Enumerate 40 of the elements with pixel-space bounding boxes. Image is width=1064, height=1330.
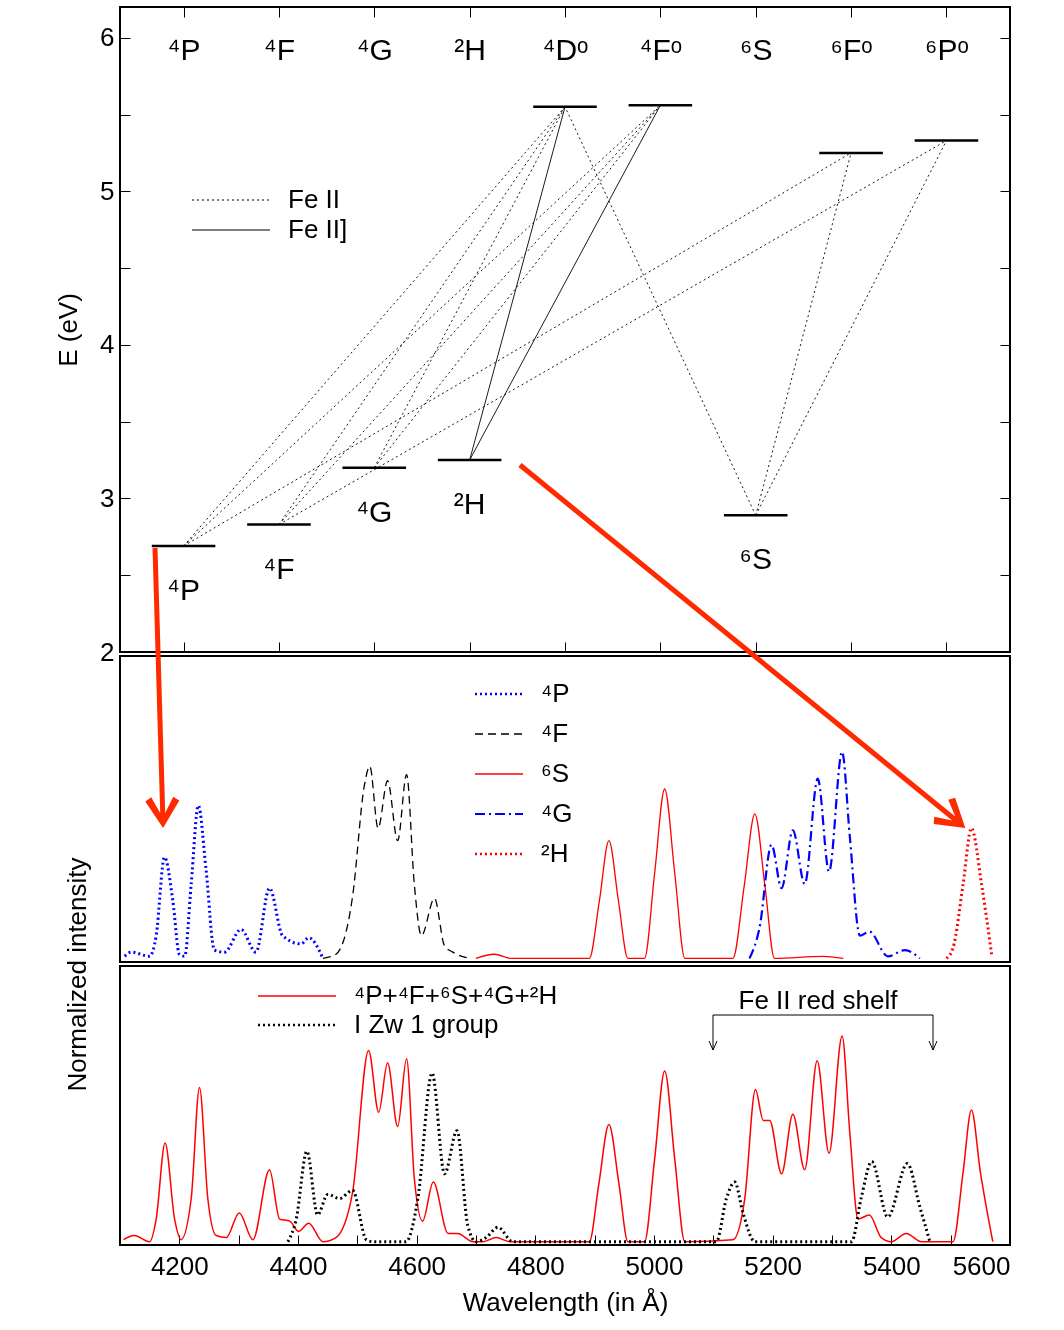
y-axis-title: Normalized intensity xyxy=(61,857,92,1092)
x-tick-label: ⁶S xyxy=(740,32,773,66)
x-axis-title: Wavelength (in Å) xyxy=(462,1286,669,1317)
legend-label: ⁴P+⁴F+⁶S+⁴G+²H xyxy=(354,980,558,1010)
annotation: ⁶S xyxy=(739,542,772,576)
x-tick-label: 5600 xyxy=(952,1250,1011,1281)
legend-label: ²H xyxy=(541,838,569,868)
legend-label: Fe II xyxy=(288,184,341,214)
y-tick-label: 2 xyxy=(100,636,115,667)
x-tick-label: 4600 xyxy=(388,1250,447,1281)
legend-label: ⁶S xyxy=(541,758,570,788)
x-tick-label: 4200 xyxy=(150,1250,209,1281)
x-tick-label: ⁴Dᵒ xyxy=(542,32,589,66)
x-tick-label: ⁴Fᵒ xyxy=(639,32,683,66)
x-tick-label: 4800 xyxy=(506,1250,565,1281)
x-tick-label: ⁴G xyxy=(356,32,393,66)
x-tick-label: ⁴F xyxy=(263,32,296,66)
y-tick-label: 6 xyxy=(100,22,115,53)
x-tick-label: ²H xyxy=(454,32,486,66)
annotation: ²H xyxy=(453,487,486,521)
y-tick-label: 4 xyxy=(100,329,115,360)
x-tick-label: ⁶Fᵒ xyxy=(830,32,873,66)
legend-label: ⁴G xyxy=(541,798,573,828)
annotation: ⁴F xyxy=(263,551,295,585)
legend-label: ⁴F xyxy=(541,718,569,748)
x-tick-label: ⁶Pᵒ xyxy=(925,32,969,66)
legend-label: Fe II] xyxy=(288,214,348,244)
annotation: ⁴P xyxy=(167,573,201,607)
y-tick-label: 5 xyxy=(100,175,115,206)
x-tick-label: 5400 xyxy=(862,1250,921,1281)
x-tick-label: 4400 xyxy=(269,1250,328,1281)
x-tick-label: ⁴P xyxy=(167,32,201,66)
x-tick-label: 5200 xyxy=(744,1250,803,1281)
text: Fe II red shelf xyxy=(738,985,899,1015)
x-tick-label: 5000 xyxy=(625,1250,684,1281)
y-axis-title: E (eV) xyxy=(53,293,84,367)
annotation: ⁴G xyxy=(356,494,393,528)
legend-label: I Zw 1 group xyxy=(354,1009,499,1039)
legend-label: ⁴P xyxy=(541,678,570,708)
y-tick-label: 3 xyxy=(100,482,115,513)
